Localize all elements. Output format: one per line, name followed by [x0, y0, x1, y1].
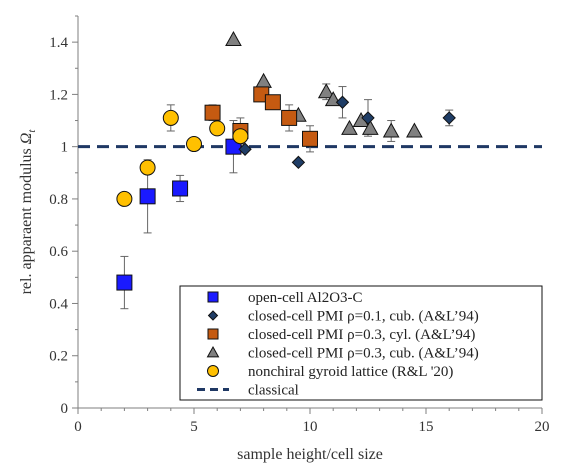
data-point — [116, 190, 133, 207]
data-point — [341, 119, 358, 135]
data-point — [291, 155, 306, 170]
data-point — [139, 159, 156, 176]
data-point — [162, 109, 179, 126]
x-tick-label: 20 — [535, 419, 550, 435]
data-point — [172, 180, 189, 197]
data-point — [361, 111, 375, 125]
data-point — [361, 119, 379, 135]
data-point — [139, 188, 156, 205]
data-point — [264, 94, 281, 111]
legend-swatch — [207, 328, 219, 340]
x-tick-label: 15 — [419, 419, 434, 435]
x-tick-label: 0 — [74, 419, 82, 435]
x-tick-label: 5 — [190, 419, 198, 435]
legend-label: closed-cell PMI ρ=0.1, cub. (A&L’94) — [248, 309, 479, 325]
legend-box — [179, 285, 543, 401]
legend-label: nonchiral gyroid lattice (R&L '20) — [248, 364, 453, 380]
legend-label: open-cell Al2O3-C — [248, 290, 363, 306]
y-tick-label: 0.4 — [49, 296, 68, 312]
data-point — [442, 111, 456, 125]
legend-swatch — [207, 310, 219, 321]
y-tick-label: 1 — [61, 140, 69, 156]
legend-swatch — [207, 365, 219, 377]
y-tick-label: 0 — [61, 401, 69, 417]
data-point — [382, 122, 400, 138]
data-point — [302, 130, 318, 147]
y-tick-label: 1.4 — [49, 35, 68, 51]
data-point — [238, 142, 252, 156]
data-point — [232, 128, 249, 145]
legend-label: closed-cell PMI ρ=0.3, cyl. (A&L’94) — [248, 327, 475, 343]
legend-swatch — [207, 291, 219, 303]
legend: open-cell Al2O3-C closed-cell PMI ρ=0.1, … — [179, 285, 543, 401]
y-tick-label: 0.8 — [49, 192, 68, 208]
data-marks — [78, 30, 542, 310]
legend-label: classical — [248, 383, 299, 399]
legend-label: closed-cell PMI ρ=0.3, cub. (A&L’94) — [248, 346, 479, 362]
legend-swatch — [206, 345, 220, 358]
data-point — [335, 95, 350, 109]
data-point — [204, 104, 221, 121]
data-point — [209, 120, 226, 137]
data-point — [255, 72, 272, 88]
x-tick-label: 10 — [303, 419, 318, 435]
data-point — [225, 30, 242, 47]
data-point — [116, 274, 133, 291]
axes: 0 5 10 15 20 0 0.2 0.4 0.6 0.8 1 1.2 1.4 sample heigh… — [18, 15, 550, 463]
data-point — [281, 109, 298, 126]
y-tick-label: 1.2 — [49, 87, 68, 103]
data-point — [406, 122, 423, 138]
y-axis-title: rel. apparaent modulus Ωt — [18, 129, 38, 295]
data-point — [317, 83, 335, 99]
y-tick-label: 0.2 — [49, 349, 68, 365]
y-tick-label: 0.6 — [49, 244, 68, 260]
x-axis-title: sample height/cell size — [237, 446, 383, 463]
data-point — [186, 136, 202, 153]
